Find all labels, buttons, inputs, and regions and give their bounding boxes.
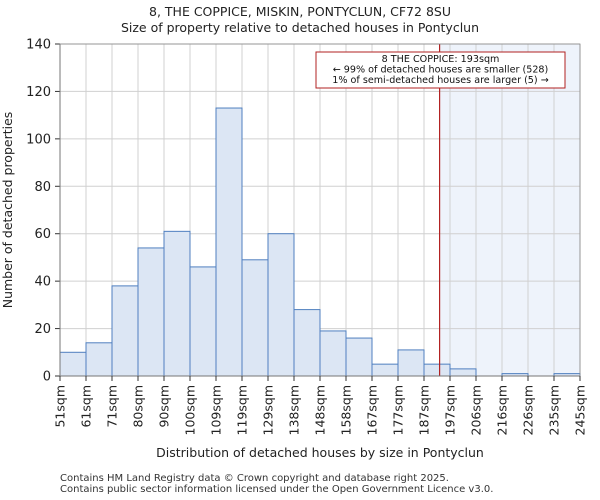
bar [137,247,165,377]
x-tick-label: 148sqm [313,385,328,435]
bar [293,309,321,377]
bar [449,368,477,377]
y-tick-label: 60 [34,227,51,242]
x-tick-label: 167sqm [365,385,380,435]
x-tick-label: 197sqm [443,385,458,435]
x-tick-label: 158sqm [339,385,354,435]
x-tick-label: 138sqm [287,385,302,435]
y-tick-label: 20 [34,322,51,337]
bar [111,285,139,377]
bar [371,363,399,377]
x-tick-label: 80sqm [131,385,146,428]
x-axis-label: Distribution of detached houses by size … [156,445,484,460]
x-tick-label: 129sqm [261,385,276,435]
footer-licence: Contains public sector information licen… [60,484,494,495]
x-tick-label: 216sqm [495,385,510,435]
annotation-box [315,51,566,89]
bar [319,330,347,377]
bar [163,230,191,377]
annotation-line: 8 THE COPPICE: 193sqm [382,54,500,65]
x-tick-label: 187sqm [417,385,432,435]
x-tick-label: 206sqm [469,385,484,435]
y-tick-label: 0 [43,370,51,385]
y-tick-label: 120 [26,85,51,100]
bar [85,342,113,377]
y-tick-label: 100 [26,132,51,147]
x-tick-label: 226sqm [521,385,536,435]
y-tick-label: 80 [34,180,51,195]
y-axis-label: Number of detached properties [0,112,15,309]
annotation-line: ← 99% of detached houses are smaller (52… [333,65,549,76]
bar [397,349,425,377]
shaded-region [439,44,580,376]
bar [345,337,373,377]
bar [267,233,295,377]
bar-chart: 0 20 40 60 80 100 120 140 8 THE COPPICE: 193sqm←… [0,38,588,461]
bar [189,266,217,377]
footer-copyright: Contains HM Land Registry data © Crown c… [60,473,449,484]
x-tick-label: 61sqm [79,385,94,428]
annotation-line: 1% of semi-detached houses are larger (5… [332,75,549,86]
x-tick-label: 90sqm [157,385,172,428]
x-tick-label: 109sqm [209,385,224,435]
bar [59,351,87,377]
x-tick-label: 235sqm [547,385,562,435]
x-tick-label: 100sqm [183,385,198,435]
bar [423,363,451,377]
chart-subtitle: Size of property relative to detached ho… [120,20,480,35]
chart-title: 8, THE COPPICE, MISKIN, PONTYCLUN, CF72 … [149,4,451,19]
y-tick-label: 140 [26,38,51,53]
bar [215,107,243,377]
bar [241,259,269,377]
x-tick-label: 71sqm [105,385,120,428]
y-tick-label: 40 [34,275,51,290]
x-tick-label: 51sqm [53,385,68,428]
x-tick-label: 119sqm [235,385,250,435]
x-tick-label: 177sqm [391,385,406,435]
x-tick-label: 245sqm [573,385,588,435]
